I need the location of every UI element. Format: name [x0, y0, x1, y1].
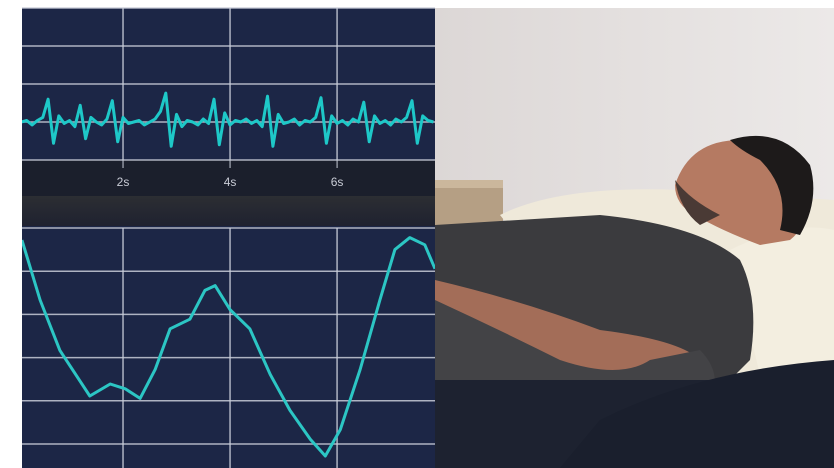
axis-strip	[22, 160, 435, 196]
x-tick-label: 2s	[117, 175, 130, 189]
signal-line	[22, 91, 434, 148]
photo	[435, 8, 834, 468]
chart-panel: 0s 2s 4s 6s	[10, 7, 435, 468]
x-tick-label: 6s	[331, 175, 344, 189]
panel-background	[22, 8, 435, 468]
separator-band	[22, 196, 435, 226]
plots: 0s 2s 4s 6s	[10, 7, 435, 468]
signal-line	[22, 236, 435, 458]
x-tick-label: 4s	[224, 175, 237, 189]
x-tick-label: 0s	[10, 175, 23, 189]
